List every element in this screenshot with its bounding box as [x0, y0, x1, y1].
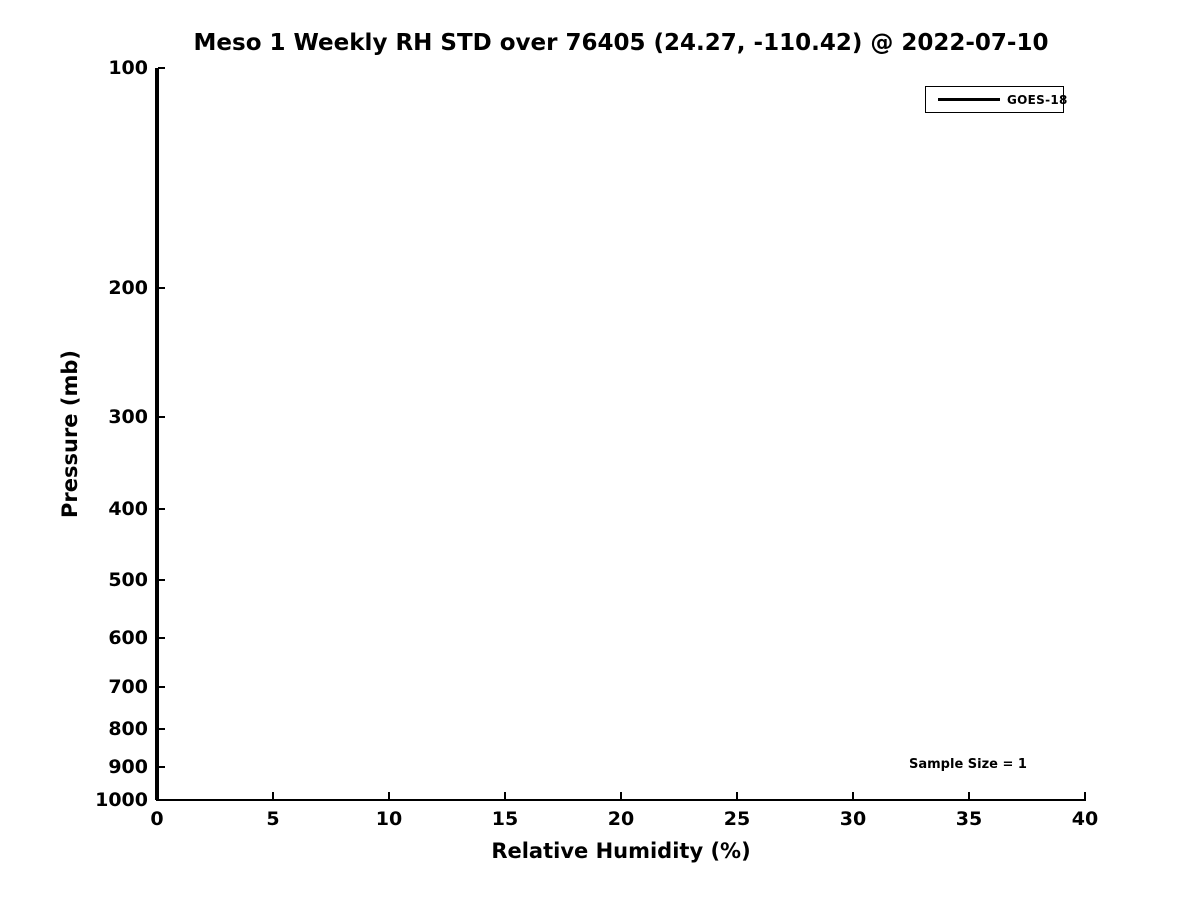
x-tick-label: 20: [607, 808, 635, 830]
sample-size-annotation: Sample Size = 1: [909, 757, 1027, 772]
x-tick-mark: [156, 792, 158, 799]
x-tick-label: 25: [723, 808, 751, 830]
y-tick-label: 400: [108, 497, 148, 520]
y-tick-mark: [158, 799, 165, 801]
x-axis-spine: [156, 799, 1086, 801]
x-tick-mark: [968, 792, 970, 799]
legend-label: GOES-18: [1007, 92, 1068, 107]
y-tick-mark: [158, 685, 165, 688]
y-tick-label: 600: [108, 626, 148, 649]
x-tick-label: 10: [375, 808, 403, 830]
chart-title: Meso 1 Weekly RH STD over 76405 (24.27, …: [193, 30, 1049, 56]
x-tick-mark: [852, 792, 854, 799]
x-tick-label: 30: [839, 808, 867, 830]
y-tick-label: 700: [108, 675, 148, 698]
x-tick-label: 40: [1071, 808, 1099, 830]
y-tick-mark: [158, 416, 165, 419]
legend: GOES-18: [925, 86, 1067, 113]
y-tick-label: 1000: [95, 789, 148, 811]
x-tick-mark: [272, 792, 274, 799]
y-tick-label: 500: [108, 568, 148, 591]
x-tick-mark: [388, 792, 390, 799]
y-tick-label: 100: [108, 57, 148, 79]
y-axis-label: Pressure (mb): [58, 350, 82, 518]
y-tick-mark: [158, 67, 165, 69]
y-tick-mark: [158, 728, 165, 731]
y-tick-label: 800: [108, 718, 148, 741]
y-axis-spine: [156, 68, 158, 801]
legend-line-sample: [938, 98, 1000, 101]
x-tick-label: 35: [955, 808, 983, 830]
y-tick-mark: [158, 287, 165, 290]
x-tick-label: 15: [491, 808, 519, 830]
x-tick-label: 5: [266, 808, 280, 830]
x-tick-label: 0: [150, 808, 164, 830]
y-tick-label: 900: [108, 755, 148, 778]
x-tick-mark: [1084, 792, 1086, 799]
y-tick-label: 300: [108, 406, 148, 429]
y-tick-mark: [158, 765, 165, 768]
x-tick-mark: [504, 792, 506, 799]
y-tick-mark: [158, 578, 165, 581]
y-tick-mark: [158, 507, 165, 510]
y-tick-mark: [158, 636, 165, 639]
x-tick-mark: [736, 792, 738, 799]
x-axis-label: Relative Humidity (%): [491, 839, 751, 863]
x-tick-mark: [620, 792, 622, 799]
y-tick-label: 200: [108, 277, 148, 300]
